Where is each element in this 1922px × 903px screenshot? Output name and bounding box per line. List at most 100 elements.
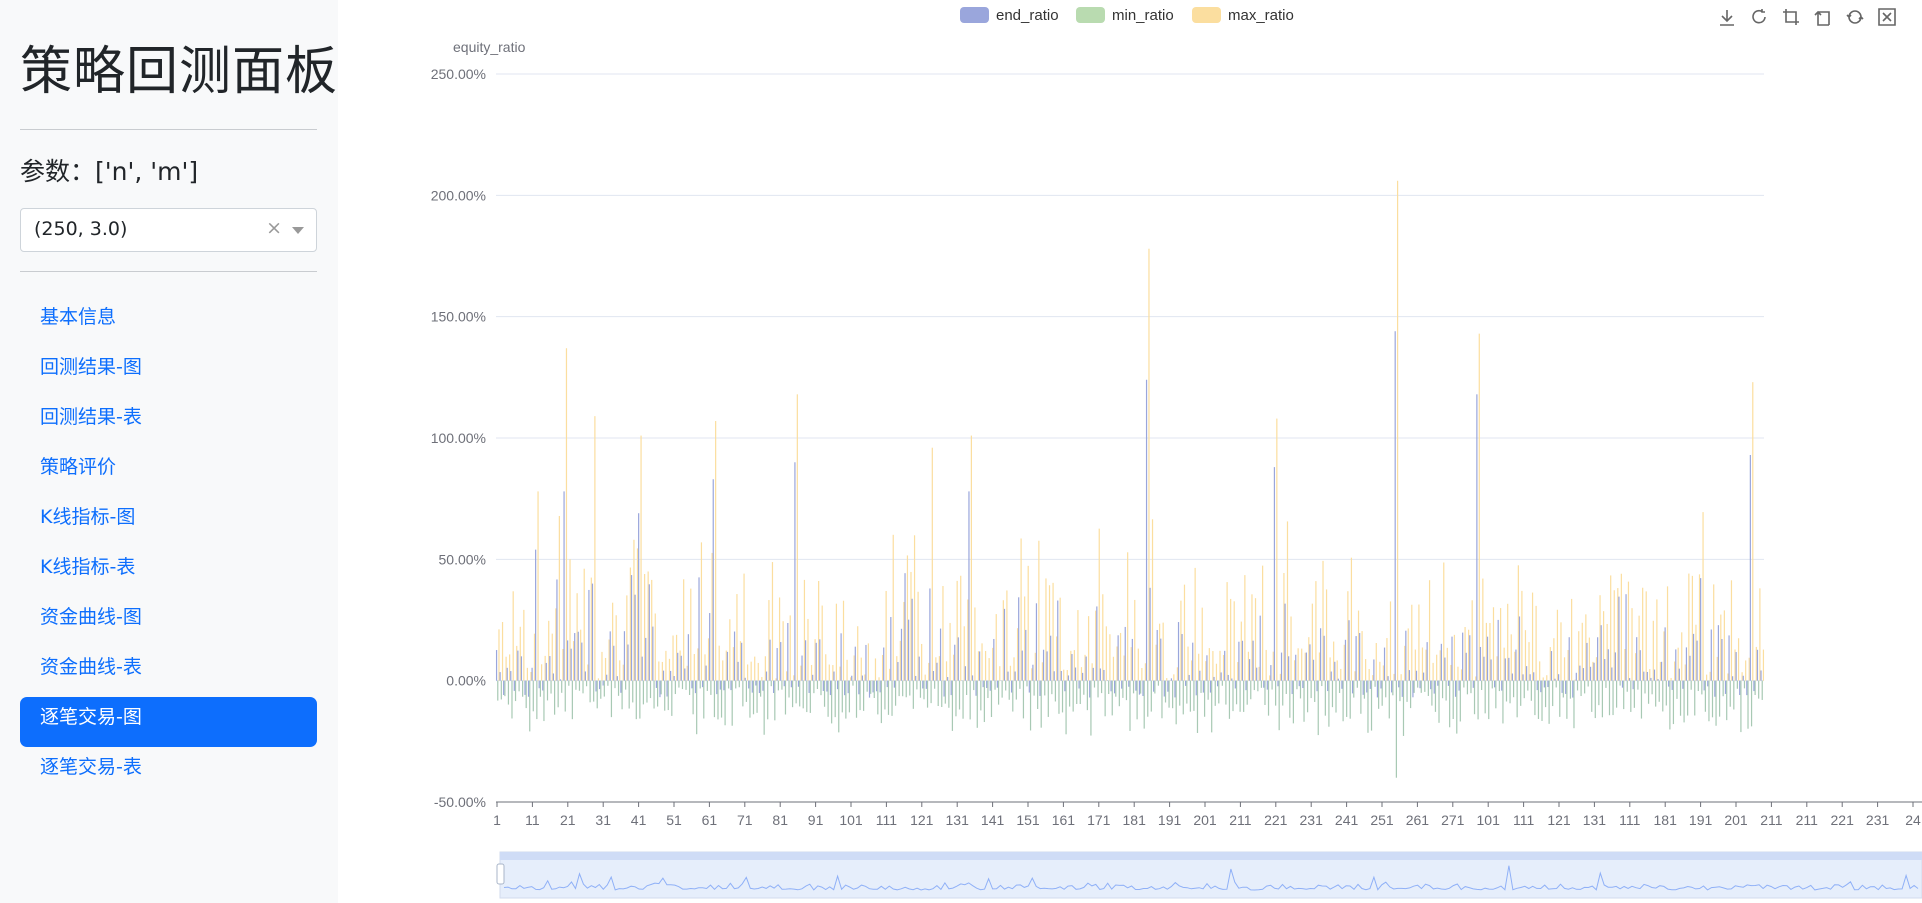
bar-min-ratio[interactable] (809, 680, 811, 713)
bar-min-ratio[interactable] (1758, 680, 1760, 699)
bar-end-ratio[interactable] (1735, 652, 1737, 681)
bar-end-ratio[interactable] (634, 594, 636, 681)
bar-max-ratio[interactable] (1269, 675, 1271, 681)
bar-max-ratio[interactable] (1123, 655, 1125, 681)
bar-min-ratio[interactable] (1257, 680, 1259, 692)
bar-max-ratio[interactable] (1080, 667, 1083, 681)
bar-max-ratio[interactable] (498, 629, 500, 681)
bar-max-ratio[interactable] (942, 586, 944, 681)
bar-min-ratio[interactable] (1207, 680, 1209, 700)
bar-min-ratio[interactable] (941, 680, 943, 708)
bar-max-ratio[interactable] (1681, 632, 1683, 681)
bar-max-ratio[interactable] (1219, 650, 1221, 681)
bar-max-ratio[interactable] (1510, 634, 1512, 681)
bar-max-ratio[interactable] (683, 579, 685, 681)
nav-item-basic-info[interactable]: 基本信息 (40, 306, 117, 328)
bar-end-ratio[interactable] (684, 668, 686, 681)
bar-end-ratio[interactable] (911, 598, 913, 681)
bar-end-ratio[interactable] (1234, 680, 1236, 689)
bar-max-ratio[interactable] (612, 602, 614, 681)
bar-max-ratio[interactable] (970, 435, 972, 681)
bar-min-ratio[interactable] (1402, 680, 1405, 736)
bar-max-ratio[interactable] (715, 421, 717, 681)
bar-end-ratio[interactable] (1270, 665, 1272, 681)
bar-min-ratio[interactable] (614, 680, 616, 689)
bar-min-ratio[interactable] (685, 680, 687, 690)
bar-max-ratio[interactable] (729, 619, 731, 681)
bar-end-ratio[interactable] (545, 662, 547, 681)
bar-min-ratio[interactable] (937, 680, 939, 707)
bar-end-ratio[interactable] (1355, 636, 1357, 681)
bar-end-ratio[interactable] (1014, 671, 1016, 681)
bar-min-ratio[interactable] (635, 680, 637, 720)
bar-min-ratio[interactable] (1079, 680, 1081, 705)
bar-min-ratio[interactable] (870, 680, 872, 694)
bar-min-ratio[interactable] (816, 680, 819, 690)
bar-min-ratio[interactable] (887, 680, 890, 715)
nav-item-trades-table[interactable]: 逐笔交易-表 (40, 756, 142, 778)
bar-end-ratio[interactable] (559, 679, 562, 681)
bar-end-ratio[interactable] (1295, 654, 1297, 681)
bar-max-ratio[interactable] (1180, 600, 1182, 681)
bar-min-ratio[interactable] (525, 680, 527, 709)
nav-item-kline-chart[interactable]: K线指标-图 (40, 506, 136, 528)
bar-end-ratio[interactable] (609, 631, 611, 681)
bar-min-ratio[interactable] (1037, 680, 1039, 710)
bar-max-ratio[interactable] (1755, 646, 1757, 681)
bar-end-ratio[interactable] (1376, 680, 1379, 698)
bar-end-ratio[interactable] (1103, 669, 1105, 681)
bar-min-ratio[interactable] (1633, 680, 1635, 708)
bar-end-ratio[interactable] (1280, 652, 1283, 681)
bar-min-ratio[interactable] (1033, 680, 1035, 696)
bar-end-ratio[interactable] (1344, 639, 1347, 681)
bar-end-ratio[interactable] (698, 577, 700, 681)
bar-max-ratio[interactable] (1031, 668, 1033, 681)
bar-end-ratio[interactable] (1657, 679, 1659, 681)
bar-end-ratio[interactable] (1373, 659, 1375, 681)
bar-min-ratio[interactable] (1029, 680, 1032, 731)
bar-min-ratio[interactable] (884, 680, 886, 710)
bar-end-ratio[interactable] (1625, 594, 1627, 681)
bar-min-ratio[interactable] (1665, 680, 1667, 706)
bar-end-ratio[interactable] (737, 661, 739, 681)
bar-max-ratio[interactable] (1233, 601, 1235, 681)
bar-min-ratio[interactable] (1328, 680, 1330, 727)
bar-min-ratio[interactable] (1370, 680, 1373, 731)
nav-item-backtest-table[interactable]: 回测结果-表 (40, 406, 142, 428)
bar-min-ratio[interactable] (1196, 680, 1199, 733)
bar-min-ratio[interactable] (1097, 680, 1099, 698)
bar-max-ratio[interactable] (1059, 597, 1061, 681)
bar-max-ratio[interactable] (1620, 573, 1622, 681)
bar-min-ratio[interactable] (1292, 680, 1294, 724)
bar-min-ratio[interactable] (1090, 680, 1092, 736)
bar-end-ratio[interactable] (648, 584, 650, 681)
bar-max-ratio[interactable] (850, 677, 852, 681)
bar-max-ratio[interactable] (583, 568, 585, 681)
bar-max-ratio[interactable] (1045, 578, 1047, 681)
bar-min-ratio[interactable] (1409, 680, 1412, 709)
bar-end-ratio[interactable] (943, 680, 945, 697)
bar-min-ratio[interactable] (1576, 680, 1579, 691)
bar-max-ratio[interactable] (967, 599, 969, 681)
bar-end-ratio[interactable] (886, 680, 888, 688)
bar-min-ratio[interactable] (696, 680, 698, 735)
bar-max-ratio[interactable] (1301, 648, 1303, 681)
bar-end-ratio[interactable] (506, 667, 508, 681)
bar-end-ratio[interactable] (1007, 671, 1009, 681)
datazoom-handle[interactable] (496, 863, 505, 885)
bar-end-ratio[interactable] (1195, 680, 1197, 696)
bar-max-ratio[interactable] (1588, 637, 1590, 681)
bar-min-ratio[interactable] (543, 680, 545, 722)
bar-min-ratio[interactable] (1605, 680, 1607, 688)
bar-min-ratio[interactable] (948, 680, 950, 708)
bar-end-ratio[interactable] (666, 680, 668, 697)
bar-end-ratio[interactable] (1188, 674, 1190, 681)
bar-max-ratio[interactable] (1208, 648, 1210, 681)
bar-end-ratio[interactable] (627, 644, 629, 681)
bar-max-ratio[interactable] (800, 665, 802, 681)
bar-end-ratio[interactable] (993, 638, 995, 681)
bar-min-ratio[interactable] (891, 680, 893, 716)
bar-end-ratio[interactable] (1060, 670, 1062, 681)
bar-min-ratio[interactable] (1537, 680, 1540, 719)
bar-max-ratio[interactable] (679, 650, 681, 681)
